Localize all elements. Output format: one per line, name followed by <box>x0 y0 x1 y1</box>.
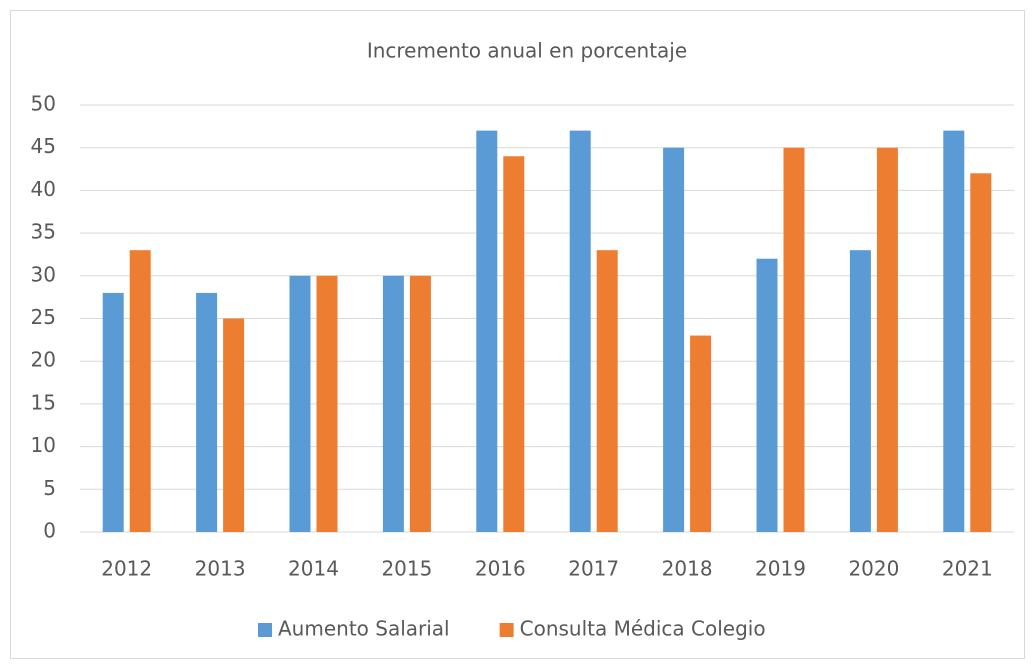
bar <box>783 147 805 532</box>
y-tick-label: 40 <box>31 177 56 201</box>
x-tick-label: 2017 <box>568 557 619 581</box>
legend-swatch <box>258 623 272 637</box>
x-tick-label: 2012 <box>101 557 152 581</box>
legend-label: Aumento Salarial <box>278 617 450 641</box>
bar <box>289 275 311 532</box>
x-tick-label: 2014 <box>288 557 339 581</box>
x-tick-label: 2019 <box>755 557 806 581</box>
bar <box>503 156 525 533</box>
bar <box>943 130 965 532</box>
y-tick-label: 30 <box>31 262 56 286</box>
y-tick-label: 0 <box>43 519 56 543</box>
chart-title: Incremento anual en porcentaje <box>367 39 687 63</box>
bar <box>196 292 218 532</box>
x-tick-label: 2018 <box>662 557 713 581</box>
bar <box>849 250 871 532</box>
bar <box>876 147 898 532</box>
y-tick-label: 20 <box>31 348 56 372</box>
legend-swatch <box>499 623 514 637</box>
x-tick-label: 2020 <box>848 557 899 581</box>
x-tick-label: 2015 <box>381 557 432 581</box>
bar <box>970 173 992 532</box>
bar <box>316 275 338 532</box>
bar <box>409 275 431 532</box>
legend-label: Consulta Médica Colegio <box>520 617 766 641</box>
bar <box>569 130 591 532</box>
x-tick-label: 2013 <box>195 557 246 581</box>
bar <box>223 318 245 532</box>
y-tick-label: 50 <box>31 92 56 116</box>
bar <box>382 275 404 532</box>
y-tick-label: 5 <box>43 476 56 500</box>
bar <box>102 292 124 532</box>
x-tick-label: 2016 <box>475 557 526 581</box>
bar <box>596 250 618 532</box>
y-tick-label: 45 <box>31 134 56 158</box>
y-tick-label: 25 <box>31 305 56 329</box>
y-tick-label: 10 <box>31 433 56 457</box>
bar <box>129 250 151 532</box>
y-tick-label: 35 <box>31 220 56 244</box>
bar <box>476 130 498 532</box>
y-tick-label: 15 <box>31 390 56 414</box>
bar <box>663 147 685 532</box>
bar <box>690 335 712 532</box>
x-tick-label: 2021 <box>942 557 993 581</box>
bar <box>756 258 778 532</box>
